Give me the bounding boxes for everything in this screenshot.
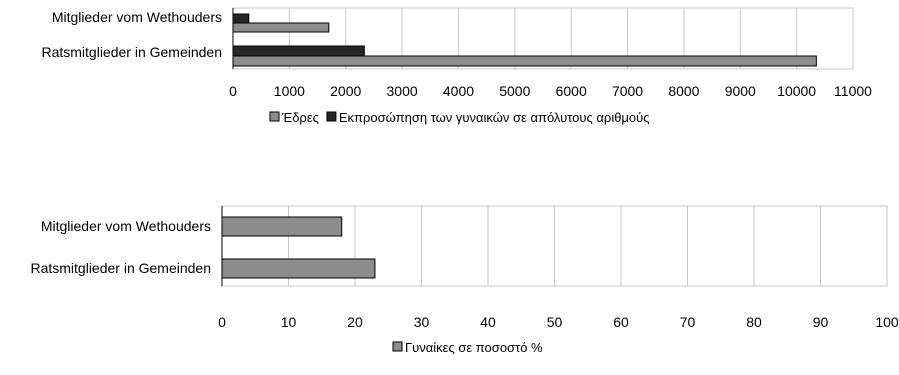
x-tick-label: 7000 (612, 83, 643, 99)
x-tick-label: 40 (480, 314, 496, 330)
x-tick-label: 8000 (668, 83, 699, 99)
category-label: Ratsmitglieder in Gemeinden (41, 44, 222, 60)
legend-swatch (269, 111, 280, 122)
bar (221, 258, 376, 279)
x-tick-label: 6000 (556, 83, 587, 99)
legend-label: Έδρες (281, 110, 319, 125)
x-tick-label: 3000 (387, 83, 418, 99)
category-label: Mitglieder vom Wethouders (52, 9, 222, 25)
category-label: Mitglieder vom Wethouders (41, 218, 211, 234)
legend-swatch (326, 111, 337, 122)
x-tick-label: 100 (875, 314, 899, 330)
legend: Γυναίκες σε ποσοστό % (392, 340, 543, 355)
x-tick-label: 10000 (777, 83, 816, 99)
x-tick-label: 2000 (330, 83, 361, 99)
legend-swatch (392, 341, 403, 352)
x-tick-label: 20 (347, 314, 363, 330)
chart-2: 0 10 20 30 40 50 60 70 80 90 100 Mitglieder vom Wet… (30, 205, 899, 355)
x-tick-label: 90 (813, 314, 829, 330)
bar (232, 45, 365, 57)
legend-label: Εκπροσώπηση των γυναικών σε απόλυτους αρ… (339, 110, 650, 125)
legend-label: Γυναίκες σε ποσοστό % (405, 340, 543, 355)
x-tick-label: 1000 (274, 83, 305, 99)
bar (232, 55, 817, 67)
bar (221, 216, 343, 237)
chart-1: 0 1000 2000 3000 4000 5000 6000 7000 8000 9000 100… (41, 7, 872, 125)
x-tick-label: 60 (613, 314, 629, 330)
bar (232, 13, 250, 24)
x-tick-label: 30 (414, 314, 430, 330)
x-tick-label: 9000 (725, 83, 756, 99)
x-tick-label: 4000 (443, 83, 474, 99)
legend: Έδρες Εκπροσώπηση των γυναικών σε απόλυτο… (269, 110, 650, 125)
x-tick-label: 5000 (499, 83, 530, 99)
x-tick-label: 50 (547, 314, 563, 330)
x-tick-label: 70 (680, 314, 696, 330)
x-tick-label: 10 (281, 314, 297, 330)
bar (232, 22, 330, 33)
x-tick-label: 80 (746, 314, 762, 330)
category-label: Ratsmitglieder in Gemeinden (30, 260, 211, 276)
x-tick-label: 0 (229, 83, 237, 99)
x-tick-label: 11000 (834, 83, 872, 99)
x-tick-label: 0 (218, 314, 226, 330)
